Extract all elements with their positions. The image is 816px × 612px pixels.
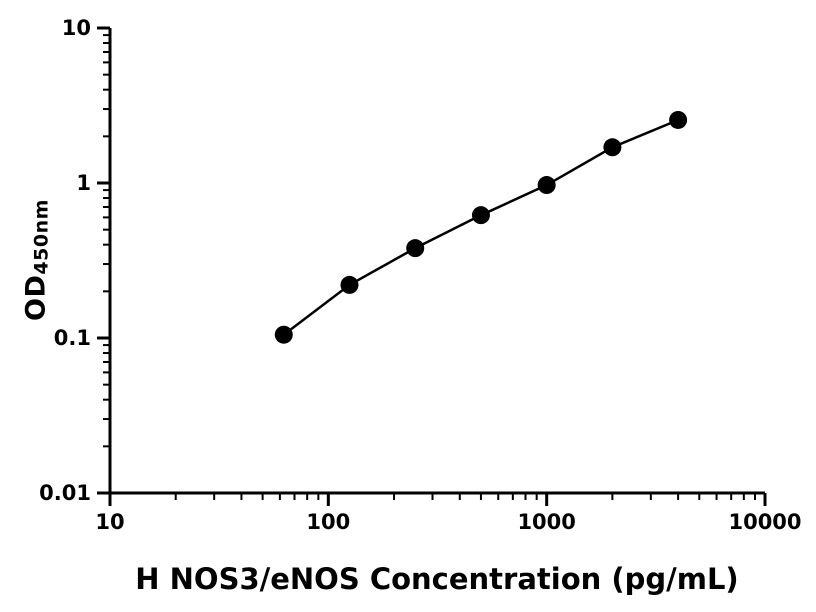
data-point <box>471 206 490 225</box>
data-point <box>669 110 688 129</box>
y-axis-label-main: OD <box>20 274 52 321</box>
x-tick-label: 1000 <box>517 510 575 534</box>
x-axis-title: H NOS3/eNOS Concentration (pg/mL) <box>135 562 739 596</box>
x-tick-label: 10000 <box>728 510 801 534</box>
y-axis-label-subscript: 450nm <box>30 199 53 275</box>
y-tick-label: 1 <box>76 171 91 195</box>
data-point <box>274 325 293 344</box>
y-axis-label: OD450nm <box>20 199 53 321</box>
data-point <box>603 138 622 157</box>
data-point <box>537 176 556 195</box>
data-point <box>340 275 359 294</box>
y-tick-label: 0.01 <box>39 481 91 505</box>
data-point <box>406 239 425 258</box>
x-tick-label: 10 <box>95 510 124 534</box>
y-tick-label: 0.1 <box>54 326 91 350</box>
y-tick-label: 10 <box>62 16 91 40</box>
axes <box>108 28 765 495</box>
x-tick-label: 100 <box>306 510 350 534</box>
